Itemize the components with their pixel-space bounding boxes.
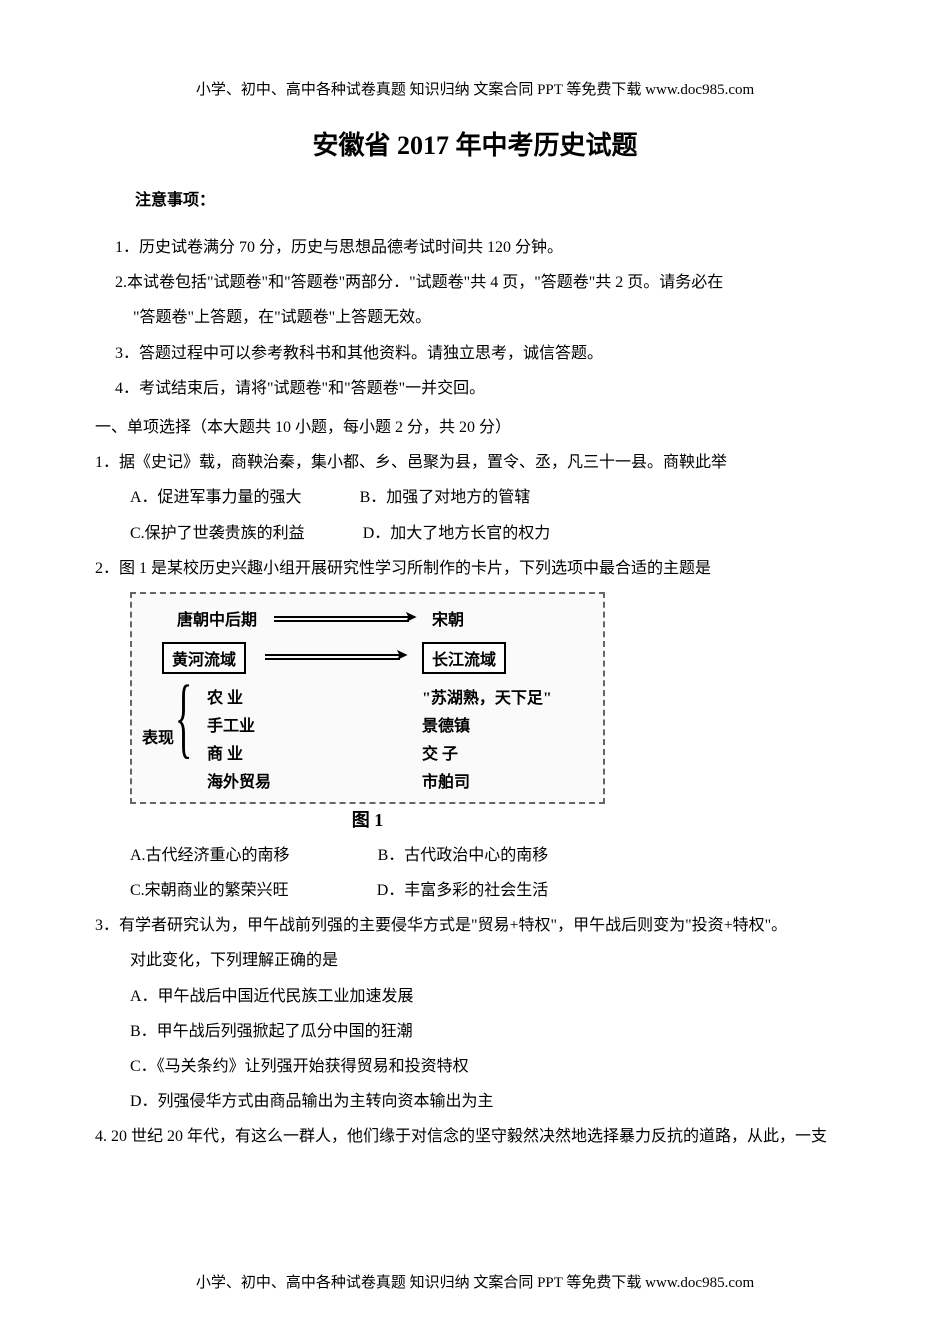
q3-optC: C．《马关条约》让列强开始获得贸易和投资特权 [130,1049,855,1084]
fig-jiaozi: 交 子 [422,740,458,764]
fig-nongye: 农 业 [207,684,243,708]
fig-haiwai: 海外贸易 [207,768,271,792]
q2-row2: C.宋朝商业的繁荣兴旺 D．丰富多彩的社会生活 [130,873,855,908]
header-link: 小学、初中、高中各种试卷真题 知识归纳 文案合同 PPT 等免费下载 www.d… [0,78,950,99]
content-area: 安徽省 2017 年中考历史试题 注意事项： 1．历史试卷满分 70 分，历史与… [95,125,855,1155]
q1-row2: C.保护了世袭贵族的利益 D．加大了地方长官的权力 [130,516,855,551]
figure-1: 唐朝中后期 ➤ 宋朝 黄河流域 ➤ 长江流域 表现 { 农 业 手工业 商 业 … [130,592,605,804]
fig-shangye: 商 业 [207,740,243,764]
figure-1-container: 唐朝中后期 ➤ 宋朝 黄河流域 ➤ 长江流域 表现 { 农 业 手工业 商 业 … [130,592,855,832]
q3-optD: D．列强侵华方式由商品输出为主转向资本输出为主 [130,1084,855,1119]
q1-optD: D．加大了地方长官的权力 [363,525,551,542]
arrow-2 [265,654,400,656]
q1-optC: C.保护了世袭贵族的利益 [130,525,305,542]
brace-icon: { [175,704,192,731]
notice-heading: 注意事项： [135,186,855,210]
q2-optD: D．丰富多彩的社会生活 [377,882,549,899]
q4-stem: 4. 20 世纪 20 年代，有这么一群人，他们缘于对信念的坚守毅然决然地选择暴… [95,1119,855,1154]
q3-stem2: 对此变化，下列理解正确的是 [130,943,855,978]
fig-jingde: 景德镇 [422,712,470,736]
fig-suhu: "苏湖熟，天下足" [422,684,552,708]
q2-stem: 2．图 1 是某校历史兴趣小组开展研究性学习所制作的卡片，下列选项中最合适的主题… [95,551,855,586]
q3-stem1: 3．有学者研究认为，甲午战前列强的主要侵华方式是"贸易+特权"，甲午战后则变为"… [95,908,855,943]
arrow-head-2: ➤ [395,645,408,665]
notice-2: 2.本试卷包括"试题卷"和"答题卷"两部分．"试题卷"共 4 页，"答题卷"共 … [115,265,855,300]
fig-shibosi: 市舶司 [422,768,470,792]
exam-title: 安徽省 2017 年中考历史试题 [95,125,855,162]
q1-row1: A．促进军事力量的强大 B．加强了对地方的管辖 [130,480,855,515]
q3-optA: A．甲午战后中国近代民族工业加速发展 [130,979,855,1014]
q2-row1: A.古代经济重心的南移 B．古代政治中心的南移 [130,838,855,873]
fig-shougongye: 手工业 [207,712,255,736]
fig-tang: 唐朝中后期 [177,606,257,630]
q2-optC: C.宋朝商业的繁荣兴旺 [130,882,289,899]
arrow-1 [274,616,409,618]
fig-changjiang: 长江流域 [422,642,506,674]
q1-optA: A．促进军事力量的强大 [130,489,302,506]
q3-optB: B．甲午战后列强掀起了瓜分中国的狂潮 [130,1014,855,1049]
footer-link: 小学、初中、高中各种试卷真题 知识归纳 文案合同 PPT 等免费下载 www.d… [0,1271,950,1292]
arrow-2b [265,658,400,660]
q1-stem: 1．据《史记》载，商鞅治秦，集小都、乡、邑聚为县，置令、丞，凡三十一县。商鞅此举 [95,445,855,480]
q2-optB: B．古代政治中心的南移 [378,847,549,864]
q1-optB: B．加强了对地方的管辖 [360,489,531,506]
q2-optA: A.古代经济重心的南移 [130,847,290,864]
arrow-head-1: ➤ [404,607,417,627]
notice-4: 4．考试结束后，请将"试题卷"和"答题卷"一并交回。 [115,371,855,406]
fig-song: 宋朝 [432,606,464,630]
notice-1: 1．历史试卷满分 70 分，历史与思想品德考试时间共 120 分钟。 [115,230,855,265]
fig-biaoxian: 表现 [142,724,174,748]
section-heading: 一、单项选择（本大题共 10 小题，每小题 2 分，共 20 分） [95,410,855,445]
notice-2b: "答题卷"上答题，在"试题卷"上答题无效。 [133,300,855,335]
figure-caption: 图 1 [130,806,605,832]
notice-3: 3．答题过程中可以参考教科书和其他资料。请独立思考，诚信答题。 [115,336,855,371]
arrow-1b [274,620,409,622]
